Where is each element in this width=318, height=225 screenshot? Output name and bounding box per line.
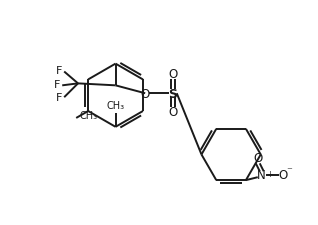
Text: S: S	[168, 88, 177, 101]
Text: O: O	[253, 152, 262, 165]
Text: ⁻: ⁻	[287, 166, 292, 176]
Text: F: F	[56, 93, 62, 103]
Text: CH₃: CH₃	[79, 111, 97, 121]
Text: +: +	[266, 170, 273, 179]
Text: F: F	[56, 65, 62, 76]
Text: O: O	[279, 169, 288, 182]
Text: CH₃: CH₃	[107, 101, 125, 111]
Text: O: O	[141, 88, 150, 101]
Text: O: O	[168, 68, 177, 81]
Text: O: O	[168, 106, 177, 119]
Text: F: F	[54, 80, 60, 90]
Text: N: N	[257, 169, 266, 182]
